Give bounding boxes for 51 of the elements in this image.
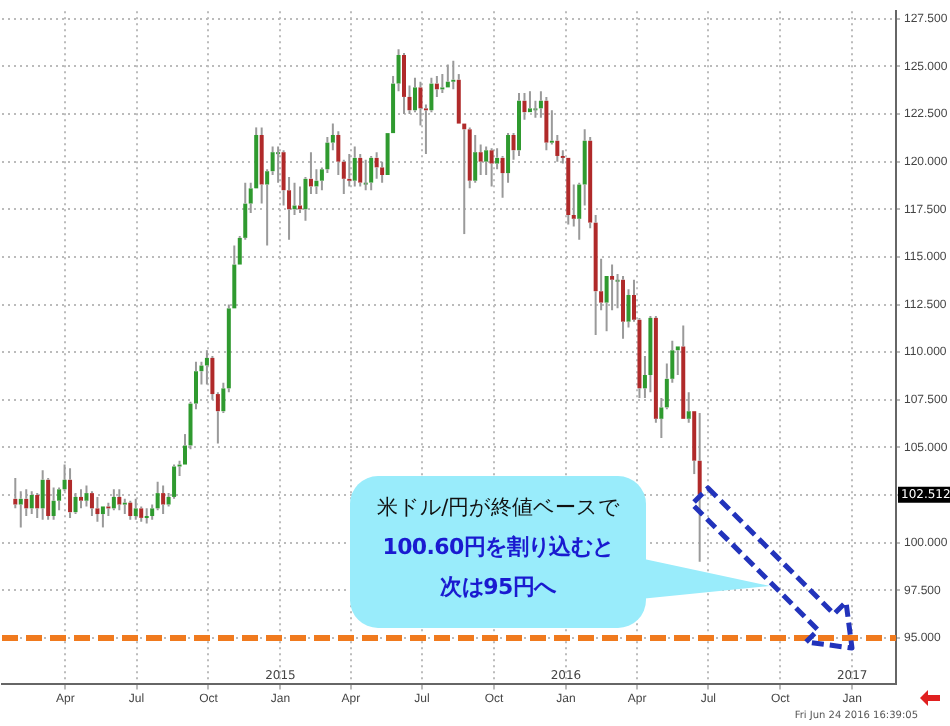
candlestick [46, 476, 51, 521]
candlestick [626, 288, 631, 329]
candlestick [144, 507, 149, 525]
candlestick [347, 153, 352, 188]
candlestick [648, 314, 653, 394]
annotation: 米ドル/円が終値ベースで [375, 494, 621, 524]
annotation: 100.60円を割り込むと次は95円へ [380, 532, 616, 604]
candlestick [544, 95, 549, 152]
candlestick [440, 73, 445, 95]
candlestick [517, 92, 521, 157]
candlestick [527, 90, 532, 113]
candlestick [686, 391, 691, 424]
candlestick [298, 185, 302, 215]
candlestick [111, 488, 116, 512]
candlestick [621, 274, 626, 340]
candlestick [451, 59, 456, 91]
candlestick [139, 505, 144, 523]
candlestick [489, 147, 494, 188]
candlestick [73, 492, 78, 516]
candlestick [675, 346, 680, 377]
candlestick [484, 145, 489, 177]
candlestick [89, 490, 94, 517]
candlestick [79, 488, 83, 510]
candlestick [84, 484, 89, 508]
candlestick [51, 486, 56, 521]
candlestick [473, 134, 478, 184]
candlestick [18, 490, 23, 529]
candlestick [402, 52, 407, 116]
candlestick [292, 181, 297, 217]
candlestick [133, 497, 138, 521]
candlestick [308, 151, 313, 196]
candlestick [117, 488, 122, 512]
candlestick [369, 154, 374, 192]
candlestick [122, 497, 127, 516]
candlestick [128, 499, 133, 521]
candlestick [13, 476, 18, 510]
candlestick [697, 412, 702, 563]
candlestick [161, 484, 166, 516]
candlestick [95, 495, 100, 523]
candlestick [40, 469, 45, 521]
candlestick [681, 324, 686, 419]
candlestick [29, 490, 34, 516]
candlestick [566, 157, 571, 226]
candlestick [352, 145, 357, 188]
candlestick [358, 153, 363, 188]
candlestick [380, 160, 385, 184]
candlestick [35, 492, 40, 519]
candlestick [68, 467, 73, 519]
candlestick [478, 143, 483, 177]
candlestick [155, 480, 160, 512]
candlestick [374, 151, 379, 180]
